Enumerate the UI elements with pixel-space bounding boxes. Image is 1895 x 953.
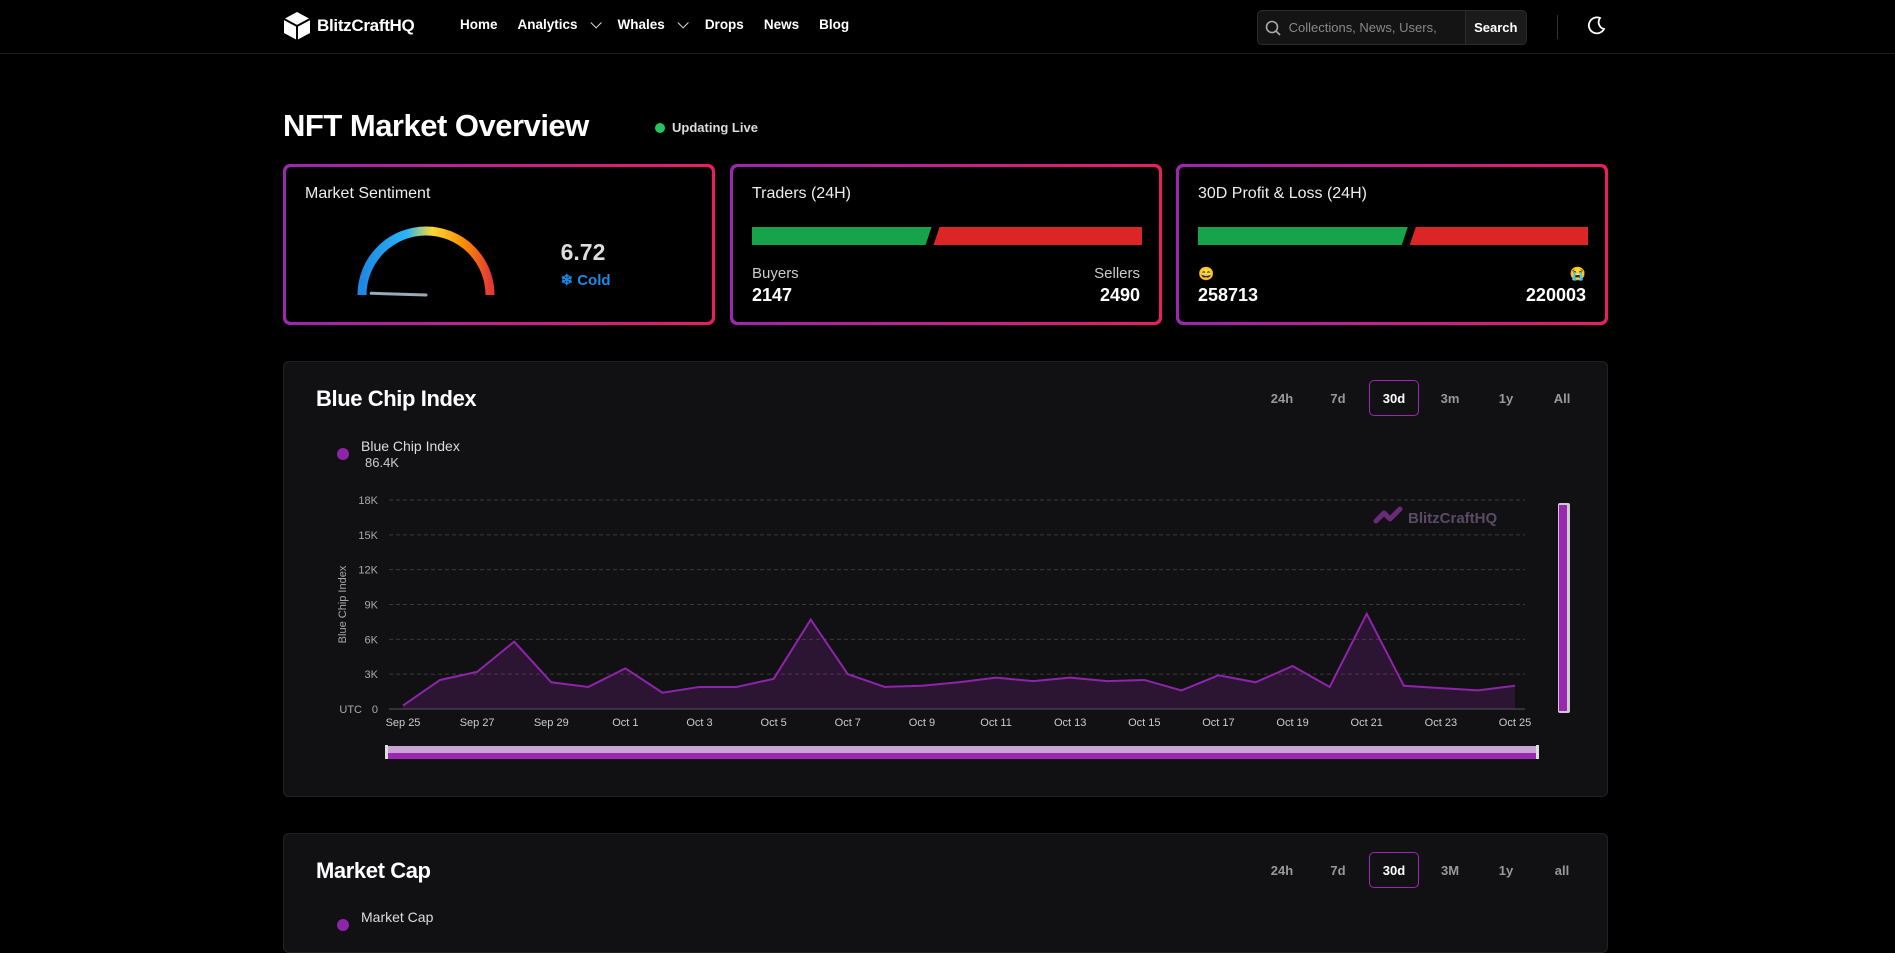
loss-emoji-icon: 😭 (1570, 266, 1586, 282)
mc-range-7d-button[interactable]: 7d (1313, 852, 1363, 888)
y-zoom-range (1559, 505, 1567, 711)
sentiment-gauge (352, 225, 500, 305)
sentiment-value: 6.72 (558, 239, 608, 266)
sentiment-label: ❄ Cold (558, 271, 613, 289)
x-tick-label: Oct 13 (1054, 717, 1086, 729)
pnl-card: 30D Profit & Loss (24H) 😄 😭 258713 22000… (1176, 164, 1608, 325)
cube-logo-icon (283, 11, 311, 41)
profit-value: 258713 (1198, 285, 1258, 306)
buyers-value: 2147 (752, 285, 792, 306)
pnl-ratio-bar (1198, 227, 1588, 245)
nav-whales-label: Whales (618, 17, 665, 32)
y-tick-label: 6K (365, 634, 379, 646)
watermark-logo-icon (1376, 509, 1400, 521)
x-tick-label: Sep 29 (534, 717, 569, 729)
sellers-value: 2490 (1100, 285, 1140, 306)
x-tick-label: Oct 19 (1276, 717, 1308, 729)
search-icon (1258, 20, 1289, 36)
search-button[interactable]: Search (1465, 11, 1526, 44)
live-status-label: Updating Live (672, 120, 758, 135)
x-zoom-handle-left (385, 745, 388, 759)
y-tick-label: 9K (365, 600, 379, 612)
x-tick-label: Oct 21 (1351, 717, 1383, 729)
live-status: Updating Live (655, 120, 758, 135)
pnl-title: 30D Profit & Loss (24H) (1198, 185, 1367, 203)
brand-logo[interactable]: BlitzCraftHQ (283, 11, 414, 41)
y-tick-label: 18K (358, 495, 378, 507)
x-tick-label: Sep 25 (386, 717, 421, 729)
brand-name: BlitzCraftHQ (317, 16, 414, 36)
x-tick-label: Oct 17 (1202, 717, 1234, 729)
sellers-bar-segment (934, 227, 1142, 245)
y-tick-label: 3K (365, 669, 379, 681)
blue-chip-panel: Blue Chip Index 24h 7d 30d 3m 1y All Blu… (283, 361, 1608, 797)
live-dot-icon (655, 123, 665, 133)
market-cap-panel: Market Cap 24h 7d 30d 3M 1y all Market C… (283, 833, 1608, 953)
nav-divider (1557, 15, 1558, 39)
x-tick-label: Oct 25 (1499, 717, 1531, 729)
y-axis-label: Blue Chip Index (337, 565, 349, 643)
x-tick-label: Oct 9 (909, 717, 935, 729)
x-tick-label: Oct 7 (835, 717, 861, 729)
nav-news-label: News (764, 17, 799, 32)
nav-links: Home Analytics Whales Drops News Blog (460, 17, 869, 32)
nav-drops[interactable]: Drops (705, 17, 744, 32)
x-zoom-handle-right (1536, 745, 1539, 759)
sentiment-card: Market Sentiment 6.72 ❄ Cold (283, 164, 715, 325)
mc-range-30d-button[interactable]: 30d (1369, 852, 1419, 888)
moon-icon[interactable] (1586, 16, 1606, 41)
x-tick-label: Oct 23 (1425, 717, 1457, 729)
blue-chip-chart: 0 3K 6K 9K 12K 15K 18K UTC Blue Chip Index Sep 25… (284, 362, 1607, 796)
nav-analytics[interactable]: Analytics (518, 17, 598, 32)
y-tick-label: 12K (358, 565, 378, 577)
series-area (403, 614, 1515, 709)
traders-card: Traders (24H) Buyers Sellers 2147 2490 (730, 164, 1162, 325)
x-zoom-range (387, 753, 1537, 759)
nav-drops-label: Drops (705, 17, 744, 32)
buyers-label: Buyers (752, 265, 799, 282)
mc-range-24h-button[interactable]: 24h (1257, 852, 1307, 888)
y-tick-label: 0 (372, 704, 378, 716)
page-title: NFT Market Overview (283, 108, 589, 144)
loss-bar-segment (1410, 227, 1588, 245)
nav-home-label: Home (460, 17, 498, 32)
y-tick-label: 15K (358, 530, 378, 542)
x-tick-label: Oct 5 (761, 717, 787, 729)
x-tick-label: Oct 11 (980, 717, 1012, 729)
mc-range-1y-button[interactable]: 1y (1481, 852, 1531, 888)
chevron-down-icon (590, 17, 601, 28)
x-tick-label: Oct 1 (612, 717, 638, 729)
nav-analytics-label: Analytics (518, 17, 578, 32)
nav-whales[interactable]: Whales (618, 17, 685, 32)
utc-label: UTC (339, 704, 362, 716)
x-tick-label: Sep 27 (460, 717, 495, 729)
profit-emoji-icon: 😄 (1198, 266, 1214, 282)
nav-news[interactable]: News (764, 17, 799, 32)
legend-series-name: Market Cap (361, 909, 433, 925)
buyers-bar-segment (752, 227, 932, 245)
loss-value: 220003 (1526, 285, 1586, 306)
search-bar: Search (1257, 10, 1527, 45)
top-nav: BlitzCraftHQ Home Analytics Whales Drops… (0, 0, 1895, 54)
market-cap-title: Market Cap (316, 858, 431, 884)
x-zoom-track (387, 746, 1537, 753)
x-tick-label: Oct 15 (1128, 717, 1160, 729)
traders-ratio-bar (752, 227, 1142, 245)
watermark: BlitzCraftHQ (1376, 509, 1497, 527)
search-input[interactable] (1289, 20, 1465, 35)
mc-range-3m-button[interactable]: 3M (1425, 852, 1475, 888)
mc-range-all-button[interactable]: all (1537, 852, 1587, 888)
nav-blog-label: Blog (819, 17, 849, 32)
sellers-label: Sellers (1094, 265, 1140, 282)
sentiment-title: Market Sentiment (305, 185, 430, 203)
nav-blog[interactable]: Blog (819, 17, 849, 32)
legend-dot-icon (337, 919, 349, 931)
profit-bar-segment (1198, 227, 1408, 245)
watermark-text: BlitzCraftHQ (1408, 510, 1497, 527)
nav-home[interactable]: Home (460, 17, 498, 32)
x-tick-label: Oct 3 (686, 717, 712, 729)
traders-title: Traders (24H) (752, 185, 851, 203)
chevron-down-icon (677, 17, 688, 28)
market-cap-range-selector: 24h 7d 30d 3M 1y all (1251, 852, 1587, 888)
